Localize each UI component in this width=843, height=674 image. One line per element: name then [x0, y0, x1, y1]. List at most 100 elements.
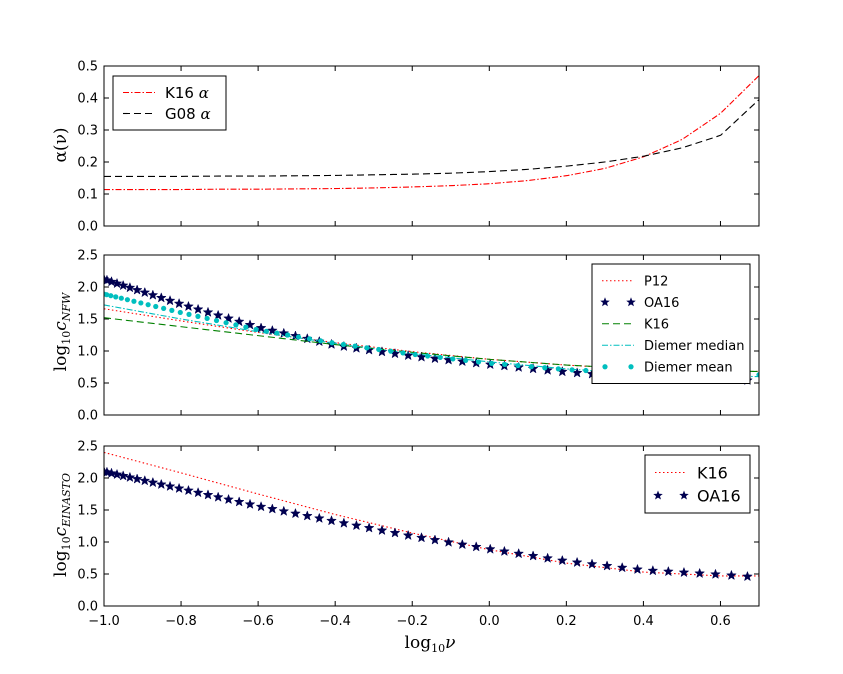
- series-diemer-mean-point: [475, 359, 482, 365]
- series-oa16-point: [586, 558, 598, 569]
- series-oa16-point: [164, 294, 176, 306]
- series-oa16-point: [183, 300, 194, 312]
- series-diemer-mean-point: [425, 353, 431, 359]
- y-tick-label: 2.5: [77, 440, 98, 455]
- series-diemer-mean-point: [352, 343, 358, 349]
- y-axis-label-nfw-log: log: [51, 345, 71, 372]
- series-diemer-mean-point: [340, 341, 347, 348]
- series-oa16-point: [155, 478, 167, 490]
- y-tick-label: 0.1: [77, 188, 98, 203]
- y-axis-label-nfw-sub: NFW: [60, 291, 73, 322]
- legend-handle: [602, 364, 634, 370]
- series-oa16-point: [632, 563, 643, 575]
- x-tick-label: −0.2: [396, 614, 428, 629]
- series-oa16-point: [513, 547, 525, 559]
- series-oa16-point: [233, 315, 245, 327]
- legend-label: K16 α: [165, 84, 209, 102]
- series-diemer-mean-point: [528, 364, 534, 370]
- legend-label: K16: [697, 463, 728, 482]
- series-diemer-mean-point: [113, 294, 119, 300]
- y-axis-label-einasto-c: c: [51, 526, 71, 536]
- series-oa16-point: [313, 512, 325, 523]
- series-oa16-point: [155, 292, 167, 303]
- series-oa16-point: [131, 473, 143, 484]
- x-tick-label: −0.4: [319, 614, 351, 629]
- series-oa16-point: [278, 505, 290, 516]
- series-diemer-mean-point: [412, 351, 418, 358]
- series-diemer-mean-point: [124, 297, 130, 303]
- series-oa16-point: [244, 319, 256, 330]
- y-tick-label: 1.0: [77, 536, 98, 551]
- legend: K16 α G08 α: [112, 75, 227, 131]
- series-oa16-point: [694, 567, 706, 579]
- series-diemer-mean-point: [329, 340, 335, 346]
- series-oa16-point: [266, 503, 278, 514]
- series-oa16-point: [542, 552, 554, 563]
- y-tick-label: 2.0: [77, 472, 98, 487]
- legend-handle: [600, 297, 636, 307]
- series-oa16-point: [124, 281, 136, 293]
- series-diemer-mean-point: [437, 354, 443, 361]
- y-tick-label: 0.5: [77, 60, 98, 75]
- panel-einasto: log10cEINASTO 0.00.51.01.52.02.5−1.0 −0.8…: [51, 440, 760, 655]
- series-oa16-point: [192, 486, 204, 498]
- x-tick-label: 0.2: [556, 614, 577, 629]
- series-diemer-mean-point: [502, 361, 508, 368]
- y-axis-label-nfw-c: c: [51, 321, 71, 331]
- series-diemer-mean-point: [118, 295, 124, 301]
- x-axis-label-sub10: 10: [431, 642, 445, 655]
- y-tick-label: 0.4: [77, 92, 98, 107]
- series-diemer-mean-point: [555, 366, 561, 372]
- series-oa16-point: [389, 527, 401, 538]
- y-tick-label: 0.5: [77, 568, 98, 583]
- x-tick-label: −1.0: [88, 614, 120, 629]
- series-oa16-point: [106, 276, 117, 287]
- y-tick-label: 0.2: [77, 156, 98, 171]
- series-oa16-point: [192, 303, 204, 314]
- series-diemer-mean-point: [223, 320, 229, 326]
- series-oa16-markers: [104, 465, 753, 582]
- legend-handle: [653, 490, 689, 500]
- series-diemer-mean-point: [195, 313, 201, 319]
- series-diemer-mean-point: [376, 346, 382, 353]
- x-tick-label: 0.6: [710, 614, 731, 629]
- axes-frame: [103, 254, 760, 416]
- series-diemer-mean-point: [145, 302, 151, 308]
- y-tick-label: 0.3: [77, 124, 98, 139]
- series-oa16-point: [255, 322, 267, 333]
- legend-label: OA16: [697, 486, 741, 505]
- series-diemer-mean-point: [233, 322, 239, 328]
- x-axis-label: log10ν: [405, 633, 456, 655]
- series-oa16-point: [429, 534, 441, 545]
- series-oa16-point: [678, 566, 690, 578]
- series-k16-line: [104, 75, 759, 191]
- legend: K16 OA16: [644, 454, 751, 514]
- y-tick-label: 0.5: [77, 377, 98, 392]
- series-oa16-point: [117, 279, 129, 291]
- y-tick-label: 0.0: [77, 600, 98, 615]
- y-axis-label-einasto: log10cEINASTO: [51, 473, 73, 577]
- legend-label: Diemer mean: [644, 360, 733, 375]
- series-oa16-point: [710, 568, 721, 579]
- x-axis-label-nu: ν: [445, 633, 455, 653]
- series-oa16-point: [416, 532, 427, 543]
- x-tick-label: 0.0: [479, 614, 500, 629]
- series-diemer-mean-point: [488, 360, 495, 366]
- series-oa16-point: [278, 327, 290, 338]
- plot-area-nfw: 0.0 0.5 1.0 1.5 2.0 2.5 P12 OA16 K16 Diemer media…: [77, 249, 760, 424]
- legend-box: [644, 454, 751, 514]
- series-oa16-point: [106, 467, 117, 478]
- series-oa16-point: [212, 309, 224, 320]
- series-diemer-mean-point: [177, 309, 183, 316]
- series-oa16-point: [117, 470, 129, 481]
- series-diemer-mean-point: [306, 336, 313, 342]
- series-oa16-point: [498, 545, 510, 557]
- series-diemer-mean-point: [153, 303, 159, 310]
- y-axis-label-nfw-sub10: 10: [60, 331, 73, 345]
- legend-box: [112, 75, 227, 131]
- series-diemer-mean-point: [318, 338, 324, 344]
- series-diemer-mean-point: [138, 300, 144, 306]
- series-oa16-point: [183, 484, 194, 496]
- series-diemer-mean-point: [169, 307, 175, 313]
- y-axis-label-einasto-sub10: 10: [60, 536, 73, 550]
